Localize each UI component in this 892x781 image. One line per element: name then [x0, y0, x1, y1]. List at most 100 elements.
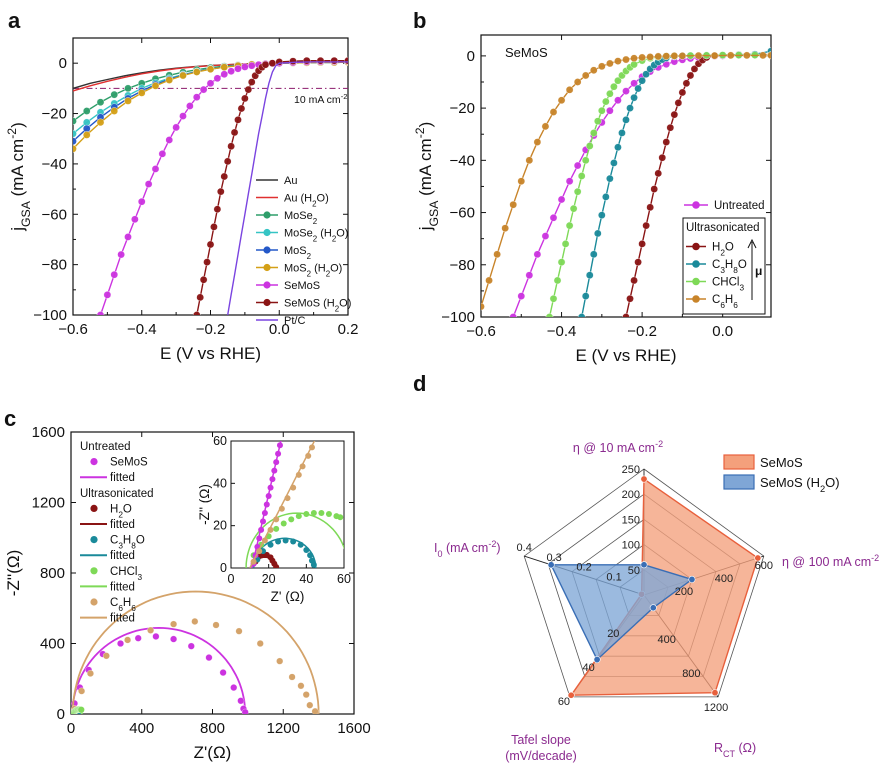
- radar-tick-label: 600: [755, 560, 773, 572]
- x-tick-label: −0.6: [58, 321, 88, 338]
- radar-tick-label: 20: [607, 628, 619, 640]
- radar-axis-label: η @ 100 mA cm-2: [782, 553, 879, 569]
- legend-label: C6H6: [712, 294, 738, 310]
- y-tick-label: −20: [42, 106, 67, 123]
- y-tick-label: 400: [40, 636, 65, 653]
- data-point: [124, 636, 132, 644]
- data-point: [545, 313, 554, 317]
- data-point: [192, 93, 201, 101]
- radar-tick-label: 50: [628, 565, 640, 577]
- radar-axis-label: Tafel slope: [511, 733, 571, 747]
- data-point: [581, 292, 590, 300]
- x-tick-label: 0.0: [269, 321, 290, 338]
- data-point: [247, 78, 256, 86]
- inset-frame: [230, 440, 345, 569]
- data-point: [206, 240, 215, 249]
- legend-label: MoSe2 (H2O): [284, 228, 348, 244]
- y-axis-label: jGSA (mA cm-2): [413, 122, 441, 232]
- legend-label: SeMoS (H2O): [284, 298, 351, 314]
- data-point: [606, 59, 614, 68]
- inset-data-point: [310, 509, 317, 516]
- data-point: [638, 76, 646, 85]
- data-point: [674, 99, 683, 107]
- inset-data-point: [278, 505, 285, 512]
- legend-label: fitted: [110, 550, 135, 562]
- data-point: [192, 311, 201, 315]
- legend-swatch-marker: [263, 263, 271, 272]
- data-point: [206, 65, 215, 74]
- data-point: [610, 159, 618, 167]
- data-point: [565, 177, 574, 186]
- x-tick-label: 0.0: [712, 323, 733, 340]
- legend-marker: [90, 567, 98, 575]
- data-point: [493, 250, 501, 259]
- inset-y-tick-label: 0: [220, 561, 227, 575]
- data-point: [82, 131, 91, 139]
- data-point: [276, 657, 284, 665]
- data-point: [152, 633, 160, 640]
- y-tick-label: −80: [42, 257, 67, 274]
- data-point: [288, 673, 296, 681]
- y-tick-label: −20: [450, 100, 475, 117]
- data-point: [573, 78, 582, 86]
- data-point: [234, 116, 242, 124]
- x-tick-label: −0.2: [196, 321, 226, 338]
- y-tick-label: −40: [450, 152, 475, 169]
- legend-label: SeMoS: [110, 457, 148, 469]
- data-point: [78, 687, 86, 695]
- data-point: [311, 707, 319, 714]
- data-point: [82, 107, 91, 115]
- inset-data-point: [290, 538, 297, 545]
- radar-tick-label: 800: [682, 668, 700, 680]
- data-point: [220, 63, 229, 72]
- legend-label: Untreated: [714, 200, 765, 212]
- y-tick-label: −100: [33, 307, 67, 324]
- data-point: [196, 293, 204, 302]
- series-line-8: [227, 61, 348, 315]
- data-point: [581, 156, 590, 165]
- legend-label: CHCl3: [110, 566, 142, 582]
- data-point: [541, 122, 550, 131]
- data-point: [131, 215, 139, 224]
- radar-point: [640, 561, 648, 569]
- data-point: [297, 682, 305, 690]
- inset-data-point: [337, 514, 344, 521]
- radar-point: [649, 604, 657, 612]
- inset-data-point: [282, 537, 289, 544]
- legend-label: MoSe2: [284, 210, 317, 226]
- data-point: [203, 258, 211, 266]
- inset-data-point: [307, 552, 314, 559]
- data-point: [577, 313, 586, 317]
- mu-label: μ: [755, 264, 762, 278]
- series-layer: [73, 56, 348, 315]
- radar-tick-label: 200: [622, 489, 640, 501]
- data-point: [96, 311, 105, 315]
- inset-data-point: [305, 452, 312, 459]
- data-point: [557, 195, 566, 204]
- data-point: [302, 56, 311, 65]
- x-tick-label: 1200: [267, 720, 300, 737]
- data-point: [602, 97, 610, 106]
- data-point: [525, 156, 534, 165]
- data-point: [598, 211, 606, 219]
- radar-series-1: [549, 564, 694, 661]
- data-point: [205, 654, 213, 662]
- data-point: [626, 294, 634, 303]
- fit-line-1: [71, 590, 320, 714]
- radar-axis-label: RCT (Ω): [714, 741, 756, 759]
- radar-point: [711, 689, 719, 697]
- inset-x-tick-label: 60: [337, 572, 351, 586]
- legend-swatch: [723, 474, 755, 490]
- inset-fit-line: [245, 512, 344, 568]
- y-tick-label: −40: [42, 156, 67, 173]
- data-point: [666, 123, 675, 132]
- data-point: [302, 691, 310, 699]
- data-point: [165, 136, 174, 144]
- data-point: [565, 86, 574, 94]
- inset-data-point: [288, 516, 295, 523]
- legend-label: Au: [284, 175, 297, 187]
- inset-data-point: [280, 520, 287, 527]
- data-point: [678, 52, 687, 60]
- data-point: [199, 85, 208, 94]
- x-tick-label: 1600: [337, 720, 370, 737]
